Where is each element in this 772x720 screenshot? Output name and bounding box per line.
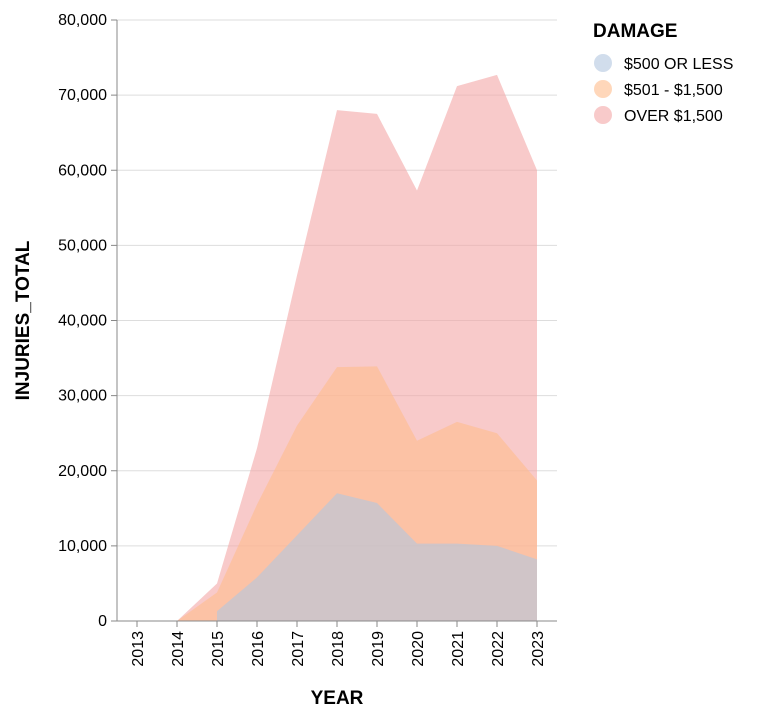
axes: 0 10,000 20,000 30,000 40,000 50,000 60,000 70,…: [58, 12, 557, 667]
legend-label: $500 OR LESS: [624, 56, 733, 73]
y-tick-label: 10,000: [58, 538, 107, 555]
x-tick-label: 2019: [370, 631, 387, 667]
y-tick-label: 20,000: [58, 463, 107, 480]
x-tick-label: 2023: [530, 631, 547, 667]
y-tick-label: 0: [98, 613, 107, 630]
legend-swatch: [594, 106, 612, 124]
y-tick-label: 50,000: [58, 237, 107, 254]
x-tick-label: 2020: [410, 631, 427, 667]
y-tick-label: 60,000: [58, 162, 107, 179]
y-tick-label: 80,000: [58, 12, 107, 29]
x-tick-label: 2022: [490, 631, 507, 667]
y-axis-title: INJURIES_TOTAL: [13, 240, 34, 400]
legend-swatch: [594, 80, 612, 98]
x-tick-label: 2014: [170, 631, 187, 667]
legend-label: OVER $1,500: [624, 108, 723, 125]
x-tick-label: 2021: [450, 631, 467, 667]
plot-areas: [177, 74, 537, 621]
y-tick-label: 30,000: [58, 388, 107, 405]
y-tick-label: 40,000: [58, 313, 107, 330]
x-axis-title: YEAR: [311, 688, 364, 709]
area-500-or-less: [217, 493, 537, 621]
legend: DAMAGE $500 OR LESS $501 - $1,500 OVER $1,…: [593, 21, 733, 125]
x-tick-label: 2013: [130, 631, 147, 667]
x-tick-label: 2018: [330, 631, 347, 667]
y-tick-label: 70,000: [58, 87, 107, 104]
legend-swatch: [594, 54, 612, 72]
x-tick-label: 2017: [290, 631, 307, 667]
legend-title: DAMAGE: [593, 21, 677, 42]
x-tick-label: 2015: [210, 631, 227, 667]
x-tick-label: 2016: [250, 631, 267, 667]
legend-label: $501 - $1,500: [624, 82, 723, 99]
